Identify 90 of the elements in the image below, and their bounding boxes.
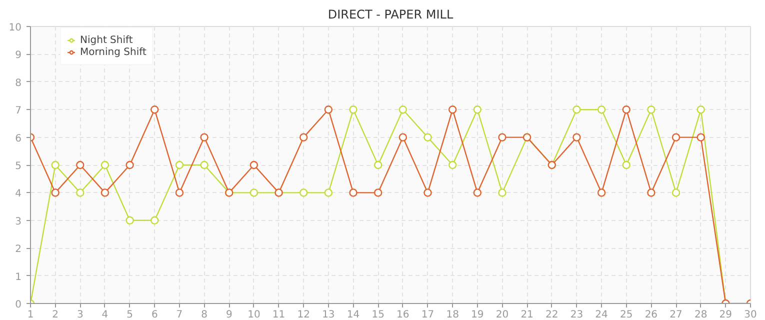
y-tick-label: 8 <box>15 78 22 89</box>
x-tick-label: 23 <box>570 310 584 320</box>
x-tick-label: 28 <box>694 310 708 320</box>
x-tick-label: 14 <box>346 310 360 320</box>
point <box>76 160 84 170</box>
legend-label: Morning Shift <box>80 46 146 58</box>
x-tick-label: 29 <box>719 310 732 320</box>
x-tick-label: 9 <box>226 310 232 320</box>
x-tick-label: 22 <box>546 310 558 320</box>
x-tick-label: 18 <box>446 310 459 320</box>
x-tick-label: 2 <box>52 310 59 320</box>
point <box>126 216 134 224</box>
point <box>572 133 581 142</box>
x-tick-label: 20 <box>496 310 509 320</box>
x-tick-label: 5 <box>126 310 134 320</box>
point <box>51 160 60 170</box>
point <box>597 106 606 114</box>
x-tick-label: 13 <box>322 310 335 320</box>
point <box>672 133 680 142</box>
point <box>175 188 184 197</box>
x-tick-label: 4 <box>102 310 108 320</box>
point <box>498 188 506 197</box>
point <box>572 106 581 114</box>
x-tick-label: 12 <box>297 310 310 320</box>
point <box>150 216 159 224</box>
x-tick-label: 1 <box>27 310 34 320</box>
x-tick-label: 10 <box>248 310 260 320</box>
point <box>622 160 630 170</box>
x-tick-label: 30 <box>744 310 757 320</box>
point <box>100 188 110 197</box>
point <box>647 188 656 197</box>
y-tick-label: 6 <box>15 133 22 144</box>
x-tick-label: 8 <box>201 310 208 320</box>
point <box>324 106 333 114</box>
x-tick-label: 16 <box>396 310 410 320</box>
y-tick-label: 5 <box>15 161 22 172</box>
point <box>374 160 382 170</box>
point <box>200 160 208 170</box>
x-tick-label: 17 <box>421 310 434 320</box>
point <box>498 133 506 142</box>
point <box>448 106 457 114</box>
point <box>51 188 60 197</box>
point <box>398 133 408 142</box>
point <box>448 160 457 170</box>
y-tick-label: 10 <box>8 22 22 34</box>
x-tick-label: 26 <box>644 310 658 320</box>
x-tick-label: 6 <box>151 310 158 320</box>
point <box>647 106 656 114</box>
point <box>250 160 258 170</box>
x-tick-label: 3 <box>76 310 84 320</box>
point <box>250 188 258 197</box>
point <box>696 133 705 142</box>
point <box>150 106 159 114</box>
point <box>374 188 382 197</box>
x-tick-label: 21 <box>520 310 534 320</box>
x-tick-label: 24 <box>595 310 608 320</box>
point <box>398 106 408 114</box>
point <box>300 188 308 197</box>
point <box>672 188 680 197</box>
point <box>175 160 184 170</box>
chart-title: DIRECT - PAPER MILL <box>328 8 454 22</box>
point <box>597 188 606 197</box>
point <box>424 133 432 142</box>
x-tick-label: 11 <box>272 310 286 320</box>
point <box>622 106 630 114</box>
x-tick-label: 19 <box>471 310 484 320</box>
point <box>473 106 482 114</box>
legend-label: Night Shift <box>80 34 133 46</box>
point <box>200 133 208 142</box>
y-tick-label: 1 <box>15 272 22 283</box>
y-tick-label: 7 <box>15 106 22 117</box>
point <box>349 106 358 114</box>
point <box>76 188 84 197</box>
point <box>300 133 308 142</box>
point <box>126 160 134 170</box>
point <box>324 188 333 197</box>
x-tick-label: 15 <box>372 310 384 320</box>
y-tick-label: 2 <box>15 244 22 256</box>
x-tick-label: 27 <box>670 310 682 320</box>
y-tick-label: 9 <box>15 50 22 62</box>
x-tick-label: 7 <box>176 310 183 320</box>
point <box>473 188 482 197</box>
x-tick-label: 25 <box>620 310 633 320</box>
point <box>424 188 432 197</box>
point <box>349 188 358 197</box>
point <box>696 106 705 114</box>
y-tick-label: 4 <box>15 188 22 200</box>
point <box>100 160 110 170</box>
y-tick-label: 0 <box>15 300 22 310</box>
y-tick-label: 3 <box>15 216 22 228</box>
